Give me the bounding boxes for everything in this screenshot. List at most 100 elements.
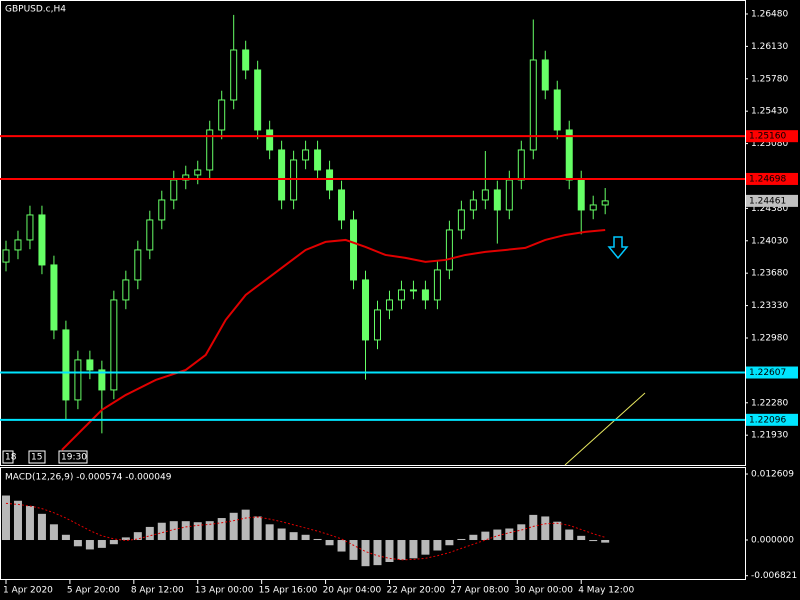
candle-body — [194, 169, 202, 176]
candle-body — [565, 129, 573, 181]
candle-body — [397, 289, 405, 301]
y-tick-label: 1.23330 — [751, 301, 788, 311]
y-tick-label: 1.25430 — [751, 107, 788, 117]
trend-line — [564, 392, 646, 466]
candle-body — [362, 279, 370, 341]
candle-body — [481, 189, 489, 201]
macd-bar — [61, 534, 70, 541]
y-tick-label: 1.26480 — [751, 9, 788, 19]
macd-bar — [529, 514, 538, 541]
x-tick-label: 20 Apr 04:00 — [323, 586, 382, 596]
candle-body — [601, 200, 609, 206]
level-tag — [746, 130, 798, 143]
macd-bar — [205, 521, 214, 541]
candle-body — [170, 179, 178, 201]
macd-bar — [289, 532, 298, 541]
macd-bar — [49, 524, 58, 541]
candle-body — [242, 49, 250, 71]
level-label: 1.22096 — [749, 415, 786, 425]
x-tick-label: 1 Apr 2020 — [3, 586, 53, 596]
candle-body — [254, 69, 262, 131]
macd-bar — [73, 540, 82, 547]
last-price-tag — [746, 194, 798, 207]
macd-bar — [469, 534, 478, 541]
toolbar-label: 19:30 — [61, 453, 87, 463]
x-tick-label: 8 Apr 12:00 — [131, 586, 184, 596]
macd-bar — [301, 534, 310, 541]
candle-body — [110, 299, 118, 391]
macd-bar — [409, 540, 418, 559]
x-tick-label: 27 Apr 08:00 — [450, 586, 509, 596]
macd-bar — [457, 538, 466, 541]
macd-bar — [313, 538, 322, 541]
macd-bar — [1, 495, 10, 541]
sell-arrow — [607, 236, 629, 260]
macd-bar — [253, 516, 262, 541]
macd-bar — [349, 540, 358, 560]
macd-bar — [541, 516, 550, 541]
candle-body — [589, 204, 597, 211]
candle-body — [314, 149, 322, 171]
macd-bar — [385, 540, 394, 562]
y-tick-label: 1.21930 — [751, 431, 788, 441]
candle-body — [278, 149, 286, 201]
candle-body — [146, 219, 154, 251]
y-tick-label: 1.24380 — [751, 204, 788, 214]
candle-body — [218, 99, 226, 131]
macd-bar — [25, 505, 34, 541]
candle-body — [350, 219, 358, 281]
candle-body — [373, 309, 381, 341]
candle-body — [206, 129, 214, 171]
x-tick-label: 22 Apr 20:00 — [386, 586, 445, 596]
macd-bar — [397, 540, 406, 560]
y-tick-label: -0.006821 — [751, 571, 797, 581]
candle-body — [505, 179, 513, 211]
macd-bar — [193, 522, 202, 541]
candle-body — [457, 209, 465, 231]
candle-body — [326, 169, 334, 191]
macd-bar — [445, 540, 454, 546]
y-tick-label: 1.24030 — [751, 236, 788, 246]
y-tick-label: 0.000000 — [751, 536, 794, 546]
x-tick-label: 15 Apr 16:00 — [259, 586, 318, 596]
candle-body — [62, 329, 70, 401]
candle-body — [26, 214, 34, 241]
macd-bar — [481, 531, 490, 541]
macd-bar — [565, 529, 574, 541]
candle-body — [433, 269, 441, 301]
macd-bar — [133, 532, 142, 541]
candle-body — [553, 89, 561, 131]
macd-bar — [265, 524, 274, 541]
x-tick-label: 5 Apr 20:00 — [67, 586, 120, 596]
candle-body — [266, 129, 274, 151]
macd-bar — [325, 540, 334, 546]
toolbar-box — [58, 450, 88, 464]
candle-body — [50, 264, 58, 331]
moving-average — [61, 228, 606, 451]
level-label: 1.24698 — [749, 174, 786, 184]
y-tick-label: 1.23680 — [751, 269, 788, 279]
candle-body — [134, 249, 142, 281]
level-label: 1.25160 — [749, 132, 786, 142]
toolbar: 18 15 19:30 — [2, 450, 88, 464]
macd-bar — [505, 528, 514, 541]
macd-bar — [553, 521, 562, 541]
macd-bar — [13, 500, 22, 541]
candle-body — [385, 299, 393, 311]
candle-body — [409, 289, 417, 292]
macd-bar — [229, 512, 238, 541]
candle-body — [86, 359, 94, 371]
toolbar-label: 18 — [5, 453, 17, 463]
candle-body — [14, 239, 22, 251]
macd-bar — [97, 540, 106, 548]
candle-body — [529, 59, 537, 151]
y-tick-label: 1.25080 — [751, 139, 788, 149]
level-label: 1.22607 — [749, 368, 786, 378]
macd-bar — [493, 529, 502, 541]
candle-body — [577, 179, 585, 211]
x-tick-label: 4 May 12:00 — [578, 586, 634, 596]
candle-body — [469, 199, 477, 211]
macd-bar — [517, 524, 526, 541]
macd-bar — [373, 540, 382, 566]
